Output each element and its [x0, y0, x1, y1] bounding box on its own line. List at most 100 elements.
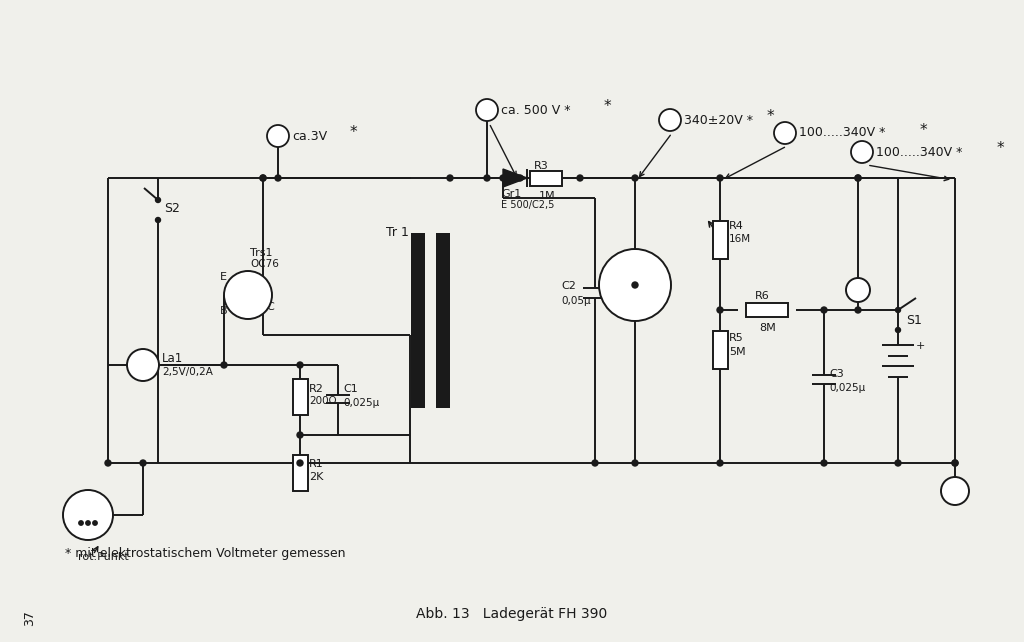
Circle shape	[952, 460, 958, 466]
Circle shape	[632, 282, 638, 288]
Circle shape	[896, 308, 900, 313]
Text: S2: S2	[164, 202, 180, 214]
Text: * mit elektrostatischem Voltmeter gemessen: * mit elektrostatischem Voltmeter gemess…	[65, 548, 345, 560]
Circle shape	[297, 362, 303, 368]
Circle shape	[79, 521, 83, 525]
Circle shape	[221, 362, 227, 368]
Text: 16M: 16M	[729, 234, 752, 244]
Circle shape	[140, 460, 146, 466]
Circle shape	[821, 307, 827, 313]
Bar	[713, 331, 727, 369]
Text: R4: R4	[729, 221, 743, 231]
Bar	[293, 455, 307, 491]
Circle shape	[484, 175, 490, 181]
Circle shape	[632, 460, 638, 466]
Text: Gr1: Gr1	[501, 189, 521, 199]
Circle shape	[717, 175, 723, 181]
Circle shape	[260, 175, 266, 181]
Text: OC76: OC76	[250, 259, 279, 269]
Text: +: +	[916, 341, 926, 351]
Circle shape	[156, 218, 161, 223]
Circle shape	[156, 198, 161, 202]
Text: C3: C3	[829, 369, 844, 379]
Circle shape	[632, 175, 638, 181]
Circle shape	[952, 460, 958, 466]
Text: 0,05μ: 0,05μ	[561, 296, 591, 306]
Text: E 500/C2,5: E 500/C2,5	[501, 200, 554, 210]
Text: Tr 1: Tr 1	[386, 227, 409, 239]
Text: 100.....340V *: 100.....340V *	[799, 126, 886, 139]
Circle shape	[717, 460, 723, 466]
Text: 100.....340V *: 100.....340V *	[876, 146, 963, 159]
Circle shape	[275, 175, 281, 181]
Text: B: B	[781, 126, 790, 139]
Circle shape	[500, 175, 506, 181]
Text: S1: S1	[906, 313, 922, 327]
Text: 8M: 8M	[759, 323, 776, 333]
Circle shape	[297, 432, 303, 438]
Circle shape	[577, 175, 583, 181]
Text: *: *	[349, 125, 356, 141]
Text: 5M: 5M	[729, 347, 745, 357]
Circle shape	[717, 307, 723, 313]
Text: *: *	[920, 123, 927, 137]
Circle shape	[105, 460, 111, 466]
Circle shape	[447, 175, 453, 181]
Text: Abb. 13   Ladegerät FH 390: Abb. 13 Ladegerät FH 390	[417, 607, 607, 621]
Text: C: C	[266, 302, 273, 312]
Text: A: A	[858, 146, 866, 159]
Circle shape	[224, 271, 272, 319]
Text: 2,5V/0,2A: 2,5V/0,2A	[162, 367, 213, 377]
Text: R6: R6	[755, 291, 770, 301]
Text: ca.3V: ca.3V	[292, 130, 327, 143]
Text: 0,025μ: 0,025μ	[343, 398, 379, 408]
Circle shape	[599, 249, 671, 321]
Circle shape	[855, 307, 861, 313]
Bar	[436, 233, 450, 408]
Circle shape	[517, 175, 523, 181]
Circle shape	[476, 99, 498, 121]
Circle shape	[86, 521, 90, 525]
Bar	[411, 233, 425, 408]
Circle shape	[855, 175, 861, 181]
Text: *: *	[603, 100, 610, 114]
Circle shape	[93, 521, 97, 525]
Text: ca. 500 V *: ca. 500 V *	[501, 103, 570, 116]
Circle shape	[895, 460, 901, 466]
Circle shape	[846, 278, 870, 302]
Text: D: D	[482, 103, 492, 116]
Circle shape	[941, 477, 969, 505]
Circle shape	[774, 122, 796, 144]
Circle shape	[659, 109, 681, 131]
Text: EBC: EBC	[77, 502, 99, 512]
Text: Trs1: Trs1	[250, 248, 272, 258]
Text: B: B	[220, 306, 227, 316]
Bar	[713, 221, 727, 259]
Text: *: *	[996, 141, 1004, 157]
Text: R3: R3	[534, 161, 549, 171]
Bar	[530, 171, 562, 186]
Text: 340±20V *: 340±20V *	[684, 114, 753, 126]
Text: R1: R1	[309, 459, 324, 469]
Circle shape	[851, 141, 873, 163]
Circle shape	[127, 349, 159, 381]
Text: FHZ55/340: FHZ55/340	[613, 270, 667, 280]
Text: C2: C2	[561, 281, 575, 291]
Circle shape	[267, 125, 289, 147]
Text: 1M: 1M	[539, 191, 556, 201]
Circle shape	[63, 490, 113, 540]
Text: X: X	[950, 485, 959, 498]
Text: *: *	[766, 110, 774, 125]
Text: Rö1: Rö1	[618, 256, 643, 268]
Circle shape	[592, 460, 598, 466]
Circle shape	[896, 327, 900, 333]
Text: 0,025μ: 0,025μ	[829, 383, 865, 393]
Polygon shape	[503, 169, 527, 187]
Circle shape	[821, 460, 827, 466]
Text: R5: R5	[729, 333, 743, 343]
Text: 2K: 2K	[309, 472, 324, 482]
Text: C1: C1	[343, 384, 357, 394]
Text: E: E	[220, 272, 227, 282]
Text: E: E	[274, 130, 282, 143]
Circle shape	[260, 175, 266, 181]
